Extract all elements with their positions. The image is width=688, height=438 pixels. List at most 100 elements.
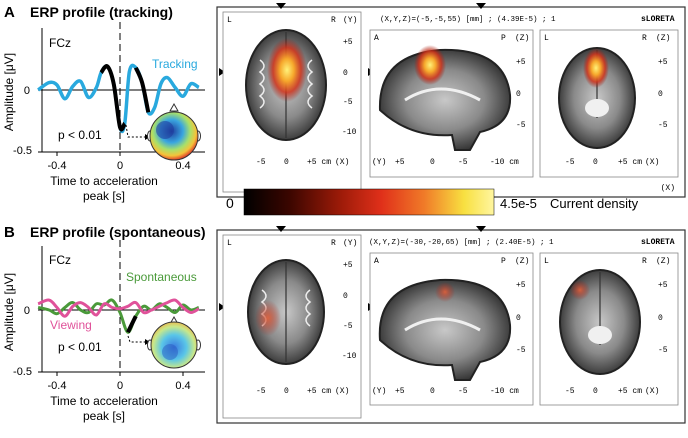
a-axial-tick-r0: +5 [343,38,353,47]
panel-a-ytick-0: 0 [24,85,30,97]
erp-plot-a: Amplitude [μV] 0 -0.5 -0.4 0 0.4 Time to… [2,22,205,203]
a-axial-left: L [227,16,232,25]
b-cor-tick-r1: 0 [658,314,663,323]
panel-b-xtick-0: -0.4 [48,380,67,392]
b-axial-tick-b2: +5 cm [307,387,331,396]
colorbar-gradient [243,188,495,216]
panel-b-series-label-1: Spontaneous [126,270,197,284]
panel-a-letter: A [4,4,15,21]
b-sag-axis-right: (Z) [515,257,529,266]
a-axial-tick-r2: -5 [343,98,353,107]
a-sag-tick-r2: -5 [516,121,526,130]
panel-b-p-label: p < 0.01 [58,340,102,354]
b-axial-tick-r2: -5 [343,322,353,331]
a-cor-tick-b0: -5 [565,158,575,167]
a-loreta-title: sLORETA [641,15,675,24]
b-loreta-title: sLORETA [641,238,675,247]
a-axial-tick-b0: -5 [256,158,266,167]
a-cor-tick-b2: +5 cm [618,158,642,167]
b-cor-axis-right: (Z) [656,257,670,266]
panel-a-xtick-1: 0 [117,160,123,172]
b-cor-axis-bottom: (X) [645,387,659,396]
series-line-viewing [37,298,200,318]
brain-sagittal-a [378,45,512,151]
panel-b-xtick-2: 0.4 [175,380,190,392]
panel-b-title: ERP profile (spontaneous) [30,224,206,240]
a-axial-axis-right: (Y) [343,16,357,25]
a-sag-tick-b1: 0 [430,158,435,167]
a-axial-axis-bottom: (X) [335,158,349,167]
a-sag-tick-b3: -10 cm [490,158,519,167]
b-sag-tick-b1: 0 [430,387,435,396]
significant-segment-0 [99,64,127,132]
a-cor-tick-r0: +5 [658,58,668,67]
a-sag-right: P [501,34,506,43]
loreta-box-a: L R (Y) +5 0 -5 -10 -5 0 +5 cm (X) (X,Y,… [216,3,686,198]
panel-b-channel: FCz [49,253,71,267]
panel-a-xtick-0: -0.4 [48,160,67,172]
a-axial-tick-r1: 0 [343,69,348,78]
b-sag-tick-b2: -5 [458,387,468,396]
panel-a-xlabel-1: Time to acceleration [50,174,158,188]
a-sag-tick-r1: 0 [516,90,521,99]
erp-plot-a-marks [37,63,200,134]
brain-axial-b [247,259,325,365]
b-axial-tick-b1: 0 [284,387,289,396]
panel-b-xlabel-1: Time to acceleration [50,394,158,408]
b-axial-tick-r1: 0 [343,292,348,301]
b-cor-tick-r0: +5 [658,281,668,290]
b-axial-tick-b0: -5 [256,387,266,396]
a-cor-tick-r2: -5 [658,121,668,130]
b-sag-right: P [501,257,506,266]
colorbar-max: 4.5e-5 [500,196,537,211]
panel-b-xlabel-2: peak [s] [83,409,125,423]
b-sag-tick-b0: +5 [395,387,405,396]
topomap-a [147,102,201,161]
a-cor-right: R [642,34,647,43]
panel-b-ytick-0: 0 [24,305,30,317]
panel-a-title: ERP profile (tracking) [30,4,173,20]
b-cor-tick-b0: -5 [565,387,575,396]
a-sag-tick-b2: -5 [458,158,468,167]
b-axial-left: L [227,239,232,248]
a-cor-axis-right: (Z) [656,34,670,43]
a-cor-tick-r1: 0 [658,90,663,99]
a-axial-tick-b2: +5 cm [307,158,331,167]
erp-plot-b: Amplitude [μV] 0 -0.5 -0.4 0 0.4 Time to… [2,240,205,423]
panel-b-series-label-2: Viewing [50,318,92,332]
b-sag-axis-bottom: (Y) [372,387,386,396]
brain-axial-a [245,29,327,141]
panel-b-ytick-1: -0.5 [13,366,32,378]
b-axial-right: R [331,239,336,248]
panel-a-p-label: p < 0.01 [58,128,102,142]
b-cor-right: R [642,257,647,266]
panel-a-ylabel: Amplitude [μV] [2,53,16,131]
topomap-b [147,315,201,369]
panel-a-ytick-1: -0.5 [13,145,32,157]
a-sag-left: A [374,34,379,43]
panel-b-ylabel: Amplitude [μV] [2,273,16,351]
a-axial-tick-b1: 0 [284,158,289,167]
colorbar: 0 4.5e-5 Current density [226,188,639,216]
b-sag-left: A [374,257,379,266]
panel-a-xtick-2: 0.4 [175,160,190,172]
b-cor-tick-b1: 0 [593,387,598,396]
brain-coronal-b [559,269,641,375]
b-sag-tick-r1: 0 [516,314,521,323]
panel-a-channel: FCz [49,36,71,50]
panel-a: A ERP profile (tracking) Amplitude [μV] … [2,3,686,203]
brain-coronal-a [558,47,636,149]
a-coords: (X,Y,Z)=(-5,-5,55) [mm] ; (4.39E-5) ; 1 [380,16,556,24]
significant-segment-1 [133,66,151,113]
panel-a-arrow [125,124,145,138]
a-sag-tick-r0: +5 [516,58,526,67]
a-sag-tick-b0: +5 [395,158,405,167]
b-sag-tick-r0: +5 [516,281,526,290]
erp-plot-b-marks [37,298,200,334]
a-cor-tick-b1: 0 [593,158,598,167]
series-line-spontaneous [37,298,200,334]
significant-segment-0 [126,315,138,334]
a-cor-axis-bottom: (X) [645,158,659,167]
b-sag-tick-b3: -10 cm [490,387,519,396]
panel-a-xlabel-2: peak [s] [83,189,125,203]
